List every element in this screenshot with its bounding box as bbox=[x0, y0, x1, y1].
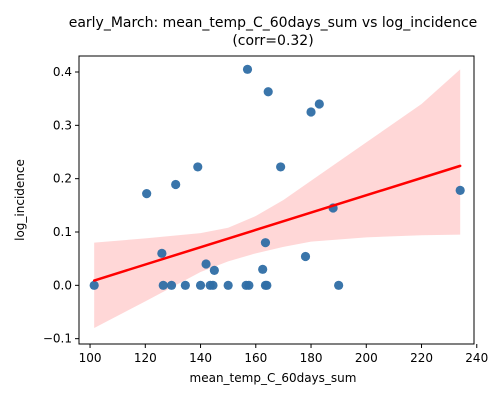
confidence-band bbox=[94, 69, 461, 328]
x-tick-label-3: 160 bbox=[244, 351, 267, 365]
data-point-1 bbox=[142, 189, 152, 199]
data-point-21 bbox=[263, 87, 273, 97]
data-point-6 bbox=[180, 280, 190, 290]
data-point-17 bbox=[258, 264, 268, 274]
data-point-20 bbox=[262, 280, 272, 290]
y-tick-label-2: 0.1 bbox=[53, 225, 72, 239]
data-point-2 bbox=[157, 248, 167, 258]
x-tick-label-6: 220 bbox=[410, 351, 433, 365]
chart-title: early_March: mean_temp_C_60days_sum vs l… bbox=[69, 15, 478, 31]
y-tick-label-5: 0.4 bbox=[53, 65, 72, 79]
data-point-7 bbox=[193, 162, 203, 172]
data-point-18 bbox=[260, 238, 271, 248]
plot-area: 100 120 140 160 180 200 220 240 −0.1 0.0 0.1 0.2 0.3… bbox=[43, 55, 488, 365]
data-point-16 bbox=[244, 280, 254, 290]
data-point-0 bbox=[89, 280, 99, 290]
data-point-27 bbox=[334, 280, 344, 290]
y-tick-label-3: 0.2 bbox=[53, 172, 72, 186]
x-tick-label-1: 120 bbox=[134, 351, 157, 365]
x-tick-label-4: 180 bbox=[300, 351, 323, 365]
y-axis-label: log_incidence bbox=[13, 159, 27, 241]
data-point-5 bbox=[171, 179, 181, 190]
data-point-24 bbox=[306, 107, 316, 117]
chart-subtitle: (corr=0.32) bbox=[232, 33, 313, 49]
regression-line bbox=[92, 164, 462, 282]
data-point-8 bbox=[195, 280, 206, 290]
x-tick-label-2: 140 bbox=[189, 351, 212, 365]
x-tick-label-0: 100 bbox=[79, 351, 102, 365]
y-tick-label-1: 0.0 bbox=[53, 278, 72, 292]
x-tick-label-5: 200 bbox=[355, 351, 378, 365]
data-point-13 bbox=[223, 280, 233, 290]
data-point-25 bbox=[314, 99, 324, 109]
y-tick-label-0: −0.1 bbox=[43, 332, 72, 346]
data-point-28 bbox=[455, 185, 465, 195]
data-point-15 bbox=[242, 64, 253, 74]
y-tick-label-4: 0.3 bbox=[53, 118, 72, 132]
data-point-23 bbox=[300, 251, 311, 262]
data-point-12 bbox=[209, 265, 219, 275]
data-point-4 bbox=[166, 280, 177, 290]
axes-frame bbox=[78, 55, 475, 345]
x-axis-label: mean_temp_C_60days_sum bbox=[190, 371, 357, 385]
data-point-9 bbox=[201, 259, 211, 269]
data-point-22 bbox=[276, 162, 286, 172]
data-point-11 bbox=[208, 280, 218, 290]
x-tick-label-7: 240 bbox=[465, 351, 488, 365]
data-point-3 bbox=[158, 280, 168, 290]
